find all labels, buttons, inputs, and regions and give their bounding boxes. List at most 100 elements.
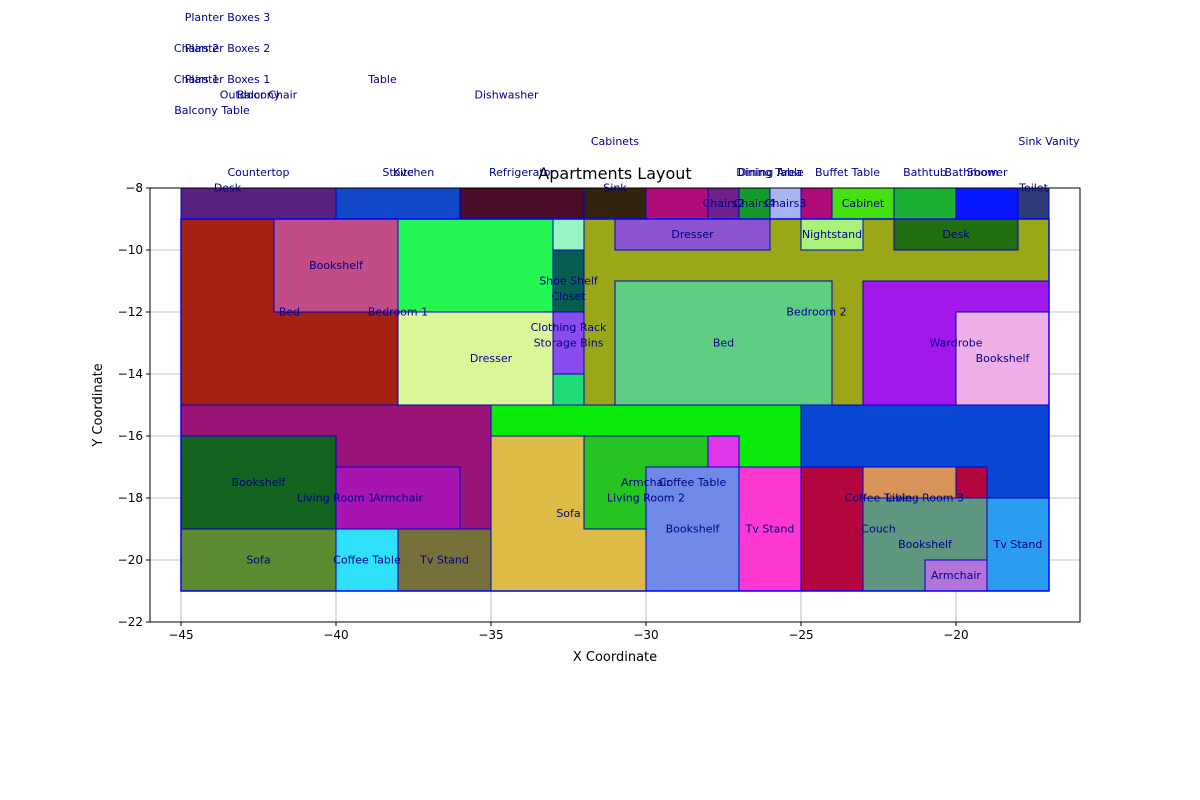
x-tick-label: −25 — [788, 628, 813, 642]
room-label: Dining Table — [736, 166, 804, 179]
room-label: Chairs 2 — [174, 42, 219, 55]
room-label: Nightstand — [802, 228, 862, 241]
room-label: Coffee Table — [659, 476, 727, 489]
room-rect-41 — [800, 466, 864, 592]
room-rect-32 — [335, 528, 399, 592]
room-label: Tv Stand — [419, 554, 469, 567]
x-tick-label: −45 — [168, 628, 193, 642]
room-rect-39 — [738, 466, 802, 592]
room-rect-9 — [831, 187, 895, 220]
room-label: Bed — [713, 337, 734, 350]
room-rect-2 — [459, 187, 585, 220]
room-label: Chairs3 — [765, 197, 807, 210]
room-label: Armchair — [621, 476, 671, 489]
room-label: Dresser — [470, 352, 513, 365]
room-rect-24 — [800, 218, 864, 251]
room-label: Living Room 3 — [886, 492, 964, 505]
room-rect-27 — [955, 311, 1050, 406]
y-tick-label: −22 — [118, 615, 143, 629]
room-rect-30 — [335, 466, 461, 530]
room-rect-18 — [552, 249, 585, 313]
room-label: Armchair — [373, 492, 423, 505]
room-label: Sink Vanity — [1018, 135, 1080, 148]
room-label: Balcony — [237, 89, 281, 102]
room-rectangles — [180, 187, 1050, 592]
room-label: Tv Stand — [745, 523, 795, 536]
room-label: Armchair — [931, 569, 981, 582]
room-label: Cabinet — [842, 197, 885, 210]
room-label: Chairs 1 — [174, 73, 219, 86]
room-label: Bathtub — [903, 166, 947, 179]
room-rect-43 — [955, 466, 988, 499]
x-tick-label: −35 — [478, 628, 503, 642]
room-rect-38 — [645, 466, 740, 592]
room-label: Storage Bins — [534, 337, 604, 350]
room-label: Cabinets — [591, 135, 640, 148]
room-label: Bookshelf — [666, 523, 721, 536]
room-rect-33 — [397, 528, 492, 592]
room-label: Balcony Table — [174, 104, 250, 117]
room-label: Kitchen — [393, 166, 434, 179]
room-rect-22 — [614, 218, 771, 251]
room-label: Coffee Table — [845, 492, 913, 505]
room-label: Couch — [861, 523, 895, 536]
room-label: Desk — [942, 228, 970, 241]
room-rect-10 — [893, 187, 957, 220]
apartment-outline-rect — [180, 218, 1050, 592]
room-label: Wardrobe — [930, 337, 983, 350]
room-label: Shower — [967, 166, 1008, 179]
room-label: Closet — [551, 290, 586, 303]
room-label: Living Room 1 — [297, 492, 375, 505]
room-label: Bookshelf — [976, 352, 1031, 365]
y-tick-label: −14 — [118, 367, 143, 381]
x-tick-label: −20 — [943, 628, 968, 642]
room-label: Planter Boxes 1 — [185, 73, 271, 86]
room-label: Sofa — [556, 507, 580, 520]
room-label: Refrigerator — [489, 166, 555, 179]
room-label: Bedroom 2 — [786, 306, 846, 319]
room-rect-16 — [397, 311, 554, 406]
room-label: Countertop — [228, 166, 290, 179]
room-rect-11 — [955, 187, 1019, 220]
plot-frame — [149, 187, 1081, 623]
room-rect-4 — [645, 187, 709, 220]
x-tick-label: −30 — [633, 628, 658, 642]
room-label: Bathroom — [944, 166, 998, 179]
y-tick-label: −16 — [118, 429, 143, 443]
x-tick-label: −40 — [323, 628, 348, 642]
chart-title: Apartments Layout — [538, 164, 691, 183]
room-rect-37 — [707, 435, 740, 468]
room-label: Tv Stand — [993, 538, 1043, 551]
room-rect-25 — [893, 218, 1019, 251]
y-tick-label: −10 — [118, 243, 143, 257]
y-tick-label: −20 — [118, 553, 143, 567]
room-label: Living Room 2 — [607, 492, 685, 505]
y-tick-label: −8 — [125, 181, 143, 195]
room-rect-45 — [924, 559, 988, 592]
room-label: Clothing Rack — [531, 321, 607, 334]
room-label: Bed — [279, 306, 300, 319]
room-rect-23 — [614, 280, 833, 406]
room-label: Bookshelf — [309, 259, 364, 272]
room-rect-14 — [273, 218, 399, 313]
apartment-outline — [180, 218, 1050, 592]
room-label: Planter Boxes 2 — [185, 42, 271, 55]
y-tick-label: −18 — [118, 491, 143, 505]
room-rect-17 — [552, 218, 585, 251]
room-label: Stove — [382, 166, 414, 179]
room-rect-20 — [552, 373, 585, 406]
room-rect-1 — [335, 187, 461, 220]
room-label: Shoe Shelf — [539, 275, 599, 288]
room-rect-15 — [397, 218, 554, 313]
room-label: Bookshelf — [232, 476, 287, 489]
room-label: Buffet Table — [815, 166, 880, 179]
axis-ticks: −45 −40 −35 −30 −25 −20 −22 −20 −18 −16 −14 −12 −10 −… — [118, 181, 969, 642]
room-rect-12 — [1017, 187, 1050, 220]
room-rect-19 — [552, 311, 585, 375]
room-label: Outdoor Chair — [220, 89, 298, 102]
room-label: Dresser — [671, 228, 714, 241]
room-label: Dining Area — [738, 166, 802, 179]
room-label: Chairs2 — [703, 197, 745, 210]
